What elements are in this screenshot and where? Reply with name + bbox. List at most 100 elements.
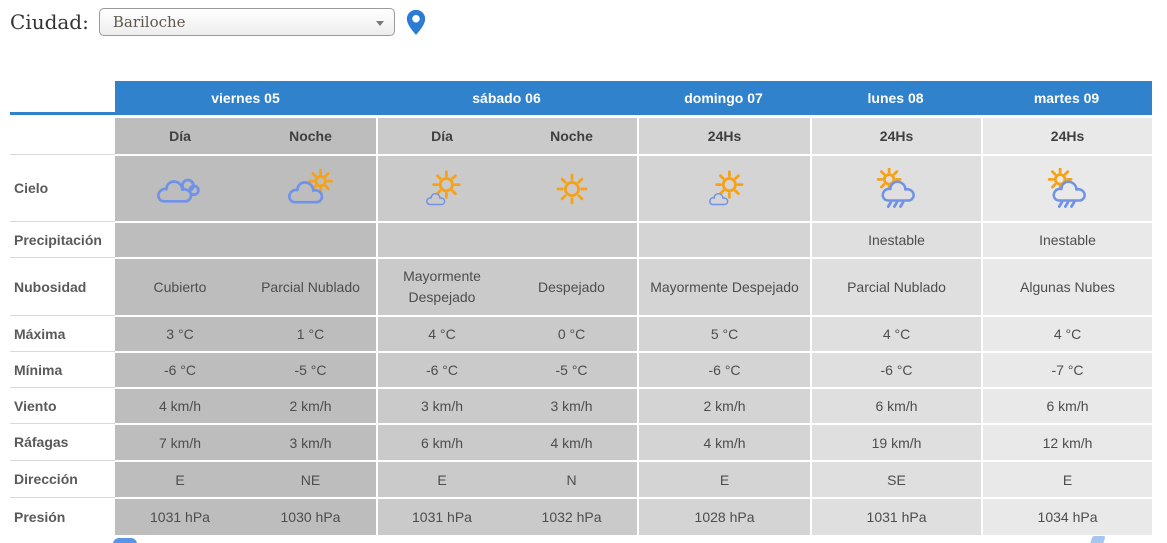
table-cell: E: [376, 460, 506, 497]
table-cell: 1 °C: [245, 315, 376, 351]
table-cell: Mayormente Despejado: [376, 257, 506, 315]
table-cell: 1034 hPa: [981, 497, 1153, 535]
table-cell: [506, 221, 638, 257]
table-cell: 6 km/h: [981, 387, 1153, 423]
table-cell: -5 °C: [506, 351, 638, 387]
forecast-table: viernes 05 sábado 06 domingo 07 lunes 08…: [10, 81, 1153, 535]
sun-icon: [544, 168, 600, 210]
table-cell: 4 km/h: [637, 423, 811, 460]
table-row-direccion: Dirección E NE E N E SE E: [10, 460, 1153, 497]
sun-cloud-drizzle-icon: [869, 168, 925, 210]
sub-header-corner-cell: [10, 115, 115, 154]
sub-header: Día: [376, 115, 506, 154]
table-cell: 3 km/h: [245, 423, 376, 460]
sky-cell: [810, 154, 982, 221]
sun-with-cloud-icon: [697, 168, 753, 210]
sky-cell: [115, 154, 245, 221]
table-cell: 12 km/h: [981, 423, 1153, 460]
table-cell: -6 °C: [376, 351, 506, 387]
table-cell: 3 °C: [115, 315, 245, 351]
sub-header: 24Hs: [981, 115, 1153, 154]
table-cell: NE: [245, 460, 376, 497]
day-header-sabado: sábado 06: [376, 81, 638, 115]
table-cell: 2 km/h: [245, 387, 376, 423]
table-cell: 1031 hPa: [376, 497, 506, 535]
header-corner-cell: [10, 81, 115, 115]
sub-header: 24Hs: [637, 115, 811, 154]
day-header-lunes: lunes 08: [810, 81, 982, 115]
table-cell: -6 °C: [810, 351, 982, 387]
city-label: Ciudad:: [10, 10, 89, 34]
row-label: Máxima: [10, 315, 115, 351]
table-cell: -6 °C: [637, 351, 811, 387]
table-cell: 1032 hPa: [506, 497, 638, 535]
row-label: Ráfagas: [10, 423, 115, 460]
sun-cloud-drizzle-icon: [1040, 168, 1096, 210]
row-label: Viento: [10, 387, 115, 423]
day-header-martes: martes 09: [981, 81, 1153, 115]
sub-header: 24Hs: [810, 115, 982, 154]
day-header-row: viernes 05 sábado 06 domingo 07 lunes 08…: [10, 81, 1153, 115]
table-cell: -5 °C: [245, 351, 376, 387]
table-row-viento: Viento 4 km/h 2 km/h 3 km/h 3 km/h 2 km/…: [10, 387, 1153, 423]
table-cell: 5 °C: [637, 315, 811, 351]
table-row-minima: Mínima -6 °C -5 °C -6 °C -5 °C -6 °C -6 …: [10, 351, 1153, 387]
table-cell: [637, 221, 811, 257]
cutoff-next-row-icon: [113, 538, 137, 543]
table-cell: Inestable: [810, 221, 982, 257]
sky-cell: [376, 154, 506, 221]
table-cell: Parcial Nublado: [245, 257, 376, 315]
table-cell: 0 °C: [506, 315, 638, 351]
table-cell: Cubierto: [115, 257, 245, 315]
table-cell: [115, 221, 245, 257]
day-header-viernes: viernes 05: [115, 81, 376, 115]
sun-with-cloud-icon: [414, 168, 470, 210]
table-cell: -7 °C: [981, 351, 1153, 387]
sky-cell: [245, 154, 376, 221]
table-cell: [376, 221, 506, 257]
table-cell: 3 km/h: [376, 387, 506, 423]
day-header-domingo: domingo 07: [637, 81, 811, 115]
city-select[interactable]: Bariloche: [98, 8, 395, 36]
table-cell: E: [115, 460, 245, 497]
sub-header-row: Día Noche Día Noche 24Hs 24Hs 24Hs: [10, 115, 1153, 154]
table-cell: Inestable: [981, 221, 1153, 257]
cutoff-next-row-icon: [1089, 536, 1106, 543]
table-cell: SE: [810, 460, 982, 497]
sub-header: Día: [115, 115, 245, 154]
table-cell: N: [506, 460, 638, 497]
table-cell: 4 °C: [981, 315, 1153, 351]
sub-header: Noche: [506, 115, 638, 154]
table-cell: 1031 hPa: [810, 497, 982, 535]
clouds-icon: [152, 168, 208, 210]
table-cell: [245, 221, 376, 257]
sky-cell: [506, 154, 638, 221]
sky-cell: [637, 154, 811, 221]
chevron-down-icon: [375, 21, 384, 26]
city-selector-bar: Ciudad: Bariloche: [10, 8, 427, 36]
table-cell: 4 °C: [376, 315, 506, 351]
row-label: Dirección: [10, 460, 115, 497]
table-cell: 1030 hPa: [245, 497, 376, 535]
table-row-precipitacion: Precipitación Inestable Inestable: [10, 221, 1153, 257]
table-cell: 6 km/h: [376, 423, 506, 460]
table-cell: Parcial Nublado: [810, 257, 982, 315]
table-cell: Despejado: [506, 257, 638, 315]
location-pin-icon[interactable]: [405, 9, 427, 36]
table-cell: 1031 hPa: [115, 497, 245, 535]
city-select-value: Bariloche: [112, 13, 186, 31]
row-label: Precipitación: [10, 221, 115, 257]
table-cell: 7 km/h: [115, 423, 245, 460]
table-row-rafagas: Ráfagas 7 km/h 3 km/h 6 km/h 4 km/h 4 km…: [10, 423, 1153, 460]
sub-header: Noche: [245, 115, 376, 154]
table-row-nubosidad: Nubosidad Cubierto Parcial Nublado Mayor…: [10, 257, 1153, 315]
table-cell: 2 km/h: [637, 387, 811, 423]
table-cell: 3 km/h: [506, 387, 638, 423]
row-label: Presión: [10, 497, 115, 535]
table-cell: 19 km/h: [810, 423, 982, 460]
table-row-cielo: Cielo: [10, 154, 1153, 221]
table-row-presion: Presión 1031 hPa 1030 hPa 1031 hPa 1032 …: [10, 497, 1153, 535]
table-cell: Algunas Nubes: [981, 257, 1153, 315]
table-cell: Mayormente Despejado: [637, 257, 811, 315]
